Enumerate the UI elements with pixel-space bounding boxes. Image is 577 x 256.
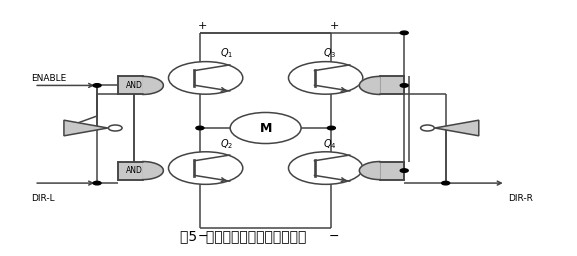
Circle shape xyxy=(196,126,204,130)
Text: $Q_3$: $Q_3$ xyxy=(323,47,336,60)
Polygon shape xyxy=(359,162,380,180)
Circle shape xyxy=(400,84,408,87)
Text: AND: AND xyxy=(126,166,143,175)
PathPatch shape xyxy=(118,162,143,180)
Circle shape xyxy=(288,62,363,94)
Text: M: M xyxy=(260,122,272,134)
Text: +: + xyxy=(198,21,208,31)
Circle shape xyxy=(93,84,101,87)
Circle shape xyxy=(327,126,335,130)
Polygon shape xyxy=(435,120,479,136)
Polygon shape xyxy=(143,76,163,94)
Circle shape xyxy=(108,125,122,131)
Text: AND: AND xyxy=(126,81,143,90)
Text: ENABLE: ENABLE xyxy=(31,74,66,83)
Circle shape xyxy=(441,181,449,185)
Text: $Q_2$: $Q_2$ xyxy=(220,137,233,151)
Text: DIR-R: DIR-R xyxy=(508,194,533,203)
Text: DIR-L: DIR-L xyxy=(31,194,55,203)
Text: −: − xyxy=(329,229,339,242)
PathPatch shape xyxy=(380,76,404,94)
Circle shape xyxy=(168,62,243,94)
Polygon shape xyxy=(64,120,108,136)
Polygon shape xyxy=(143,162,163,180)
Text: $Q_1$: $Q_1$ xyxy=(220,47,233,60)
Circle shape xyxy=(400,169,408,172)
Text: 图5  使能信号与方向信号的使用: 图5 使能信号与方向信号的使用 xyxy=(179,229,306,243)
Circle shape xyxy=(421,125,434,131)
Text: −: − xyxy=(197,229,208,242)
Circle shape xyxy=(288,152,363,184)
Circle shape xyxy=(230,112,301,144)
Polygon shape xyxy=(359,76,380,94)
PathPatch shape xyxy=(118,76,143,94)
Circle shape xyxy=(168,152,243,184)
Text: $Q_4$: $Q_4$ xyxy=(323,137,336,151)
PathPatch shape xyxy=(380,162,404,180)
Text: +: + xyxy=(329,21,339,31)
Circle shape xyxy=(93,181,101,185)
Circle shape xyxy=(400,31,408,35)
